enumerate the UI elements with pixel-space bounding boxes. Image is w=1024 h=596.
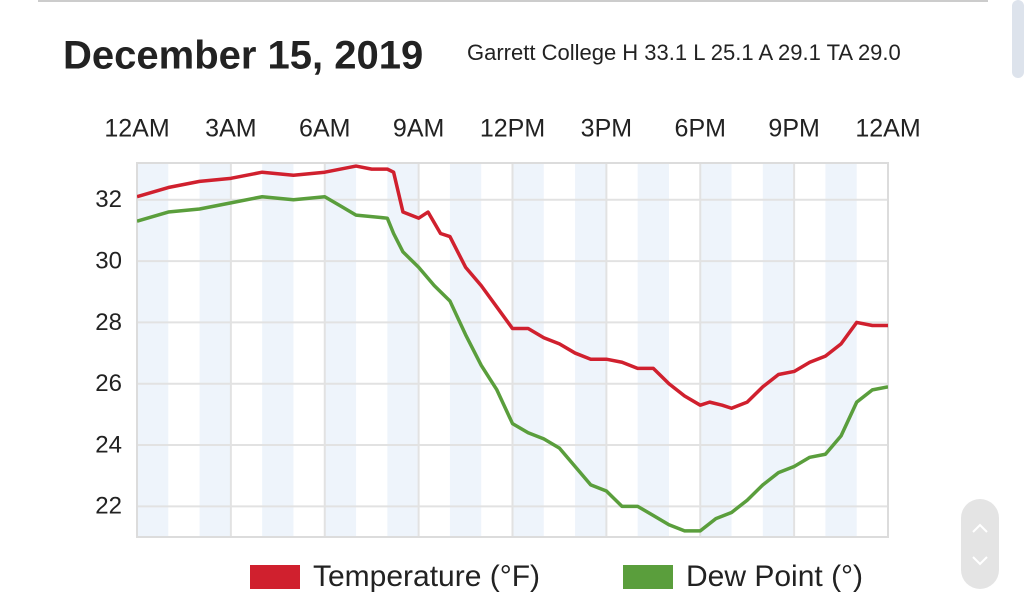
legend-swatch [623, 565, 673, 589]
hour-band [700, 163, 732, 537]
hour-band [637, 163, 669, 537]
hour-band [512, 163, 544, 537]
legend-swatch [250, 565, 300, 589]
x-tick-label: 9AM [393, 115, 444, 143]
x-tick-label: 9PM [768, 115, 819, 143]
scroll-up[interactable] [972, 523, 988, 533]
x-tick-label: 12AM [855, 115, 920, 143]
scroll-down[interactable] [972, 556, 988, 566]
hour-band [324, 163, 357, 537]
scroll-buttons[interactable] [961, 499, 999, 589]
legend-label: Dew Point (°) [686, 560, 863, 593]
hour-band [387, 163, 419, 537]
y-tick-label: 30 [95, 247, 122, 274]
series-line [137, 164, 888, 410]
hour-band [199, 163, 231, 537]
x-tick-label: 6AM [299, 115, 350, 143]
x-tick-label: 3PM [581, 115, 632, 143]
scrollbar [1012, 0, 1024, 78]
x-tick-label: 6PM [675, 115, 726, 143]
legend-label: Temperature (°F) [313, 560, 540, 593]
plot-border [136, 162, 889, 538]
chart-subtitle: Garrett College H 33.1 L 25.1 A 29.1 TA … [467, 40, 901, 65]
scroll-control[interactable] [961, 499, 999, 589]
hour-band [137, 163, 169, 537]
x-tick-label: 12AM [104, 115, 169, 143]
hour-band [825, 163, 857, 537]
hour-band [575, 163, 607, 537]
y-tick-label: 22 [95, 493, 122, 520]
x-tick-label: 12PM [480, 115, 545, 143]
chart-title: December 15, 2019 [63, 34, 423, 78]
hour-band [449, 163, 482, 537]
y-tick-label: 24 [95, 431, 122, 458]
hour-band [262, 163, 294, 537]
series-line [137, 194, 888, 533]
y-tick-label: 26 [95, 370, 122, 397]
y-tick-label: 28 [95, 309, 122, 336]
y-tick-label: 32 [95, 186, 122, 213]
x-tick-label: 3AM [205, 115, 256, 143]
